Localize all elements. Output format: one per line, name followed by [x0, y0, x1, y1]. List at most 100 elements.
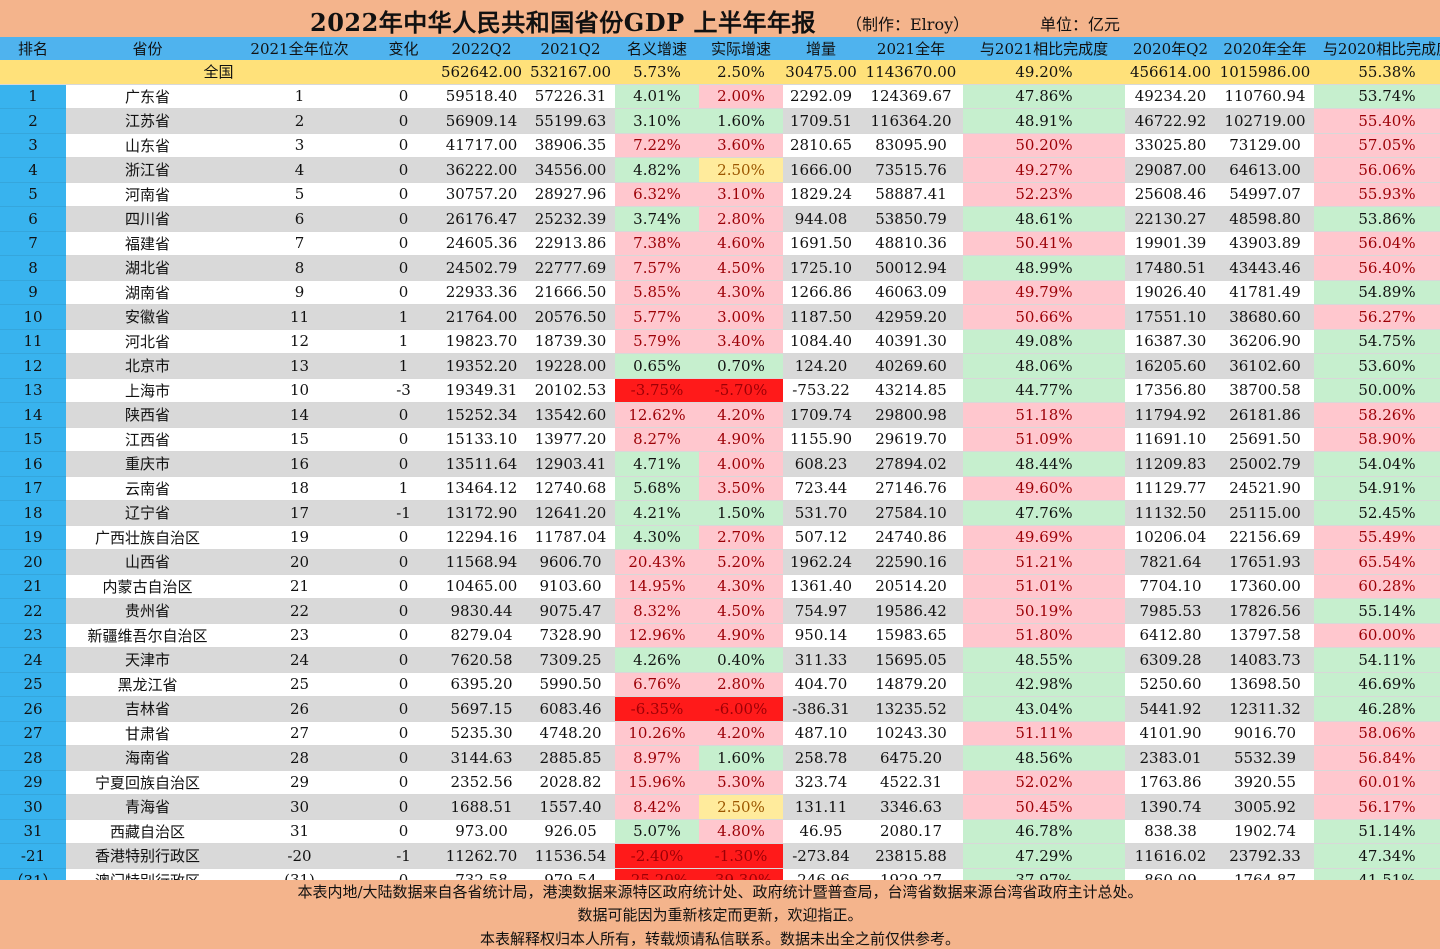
- table-row[interactable]: 20 山西省 20 0 11568.94 9606.70 20.43% 5.20% 1962.2…: [0, 549, 1440, 575]
- table-cell: 4.90%: [699, 427, 783, 452]
- table-cell: 56909.14: [437, 108, 526, 134]
- table-row[interactable]: 27 甘肃省 27 0 5235.30 4748.20 10.26% 4.20% 487.10 1…: [0, 721, 1440, 746]
- table-cell: 973.00: [437, 819, 526, 844]
- table-cell: 1557.40: [526, 794, 615, 820]
- table-cell: 7620.58: [437, 647, 526, 673]
- column-header[interactable]: 2021全年: [859, 37, 963, 60]
- table-cell: 15695.05: [859, 647, 963, 673]
- column-header[interactable]: 2021Q2: [526, 37, 615, 60]
- table-row[interactable]: 29 宁夏回族自治区 29 0 2352.56 2028.82 15.96% 5.30% 323…: [0, 770, 1440, 795]
- sheet-title: 2022年中华人民共和国省份GDP 上半年年报: [310, 8, 817, 37]
- table-cell: 4.20%: [699, 721, 783, 746]
- table-cell: -20: [229, 843, 370, 869]
- table-cell: 27894.02: [859, 451, 963, 477]
- table-cell: 2.80%: [699, 206, 783, 232]
- column-header[interactable]: 排名: [0, 37, 66, 60]
- table-row[interactable]: 12 北京市 13 1 19352.20 19228.00 0.65% 0.70% 124.20…: [0, 353, 1440, 379]
- province-cell: 新疆维吾尔自治区: [66, 623, 229, 648]
- table-row[interactable]: 13 上海市 10 -3 19349.31 20102.53 -3.75% -5.70% -75…: [0, 378, 1440, 403]
- table-cell: 608.23: [783, 451, 859, 477]
- table-row[interactable]: 9 湖南省 9 0 22933.36 21666.50 5.85% 4.30% 1266.86 4…: [0, 280, 1440, 305]
- table-row[interactable]: 31 西藏自治区 31 0 973.00 926.05 5.07% 4.80% 46.95 208…: [0, 819, 1440, 844]
- rank-cell: 1: [0, 84, 66, 109]
- table-row[interactable]: 17 云南省 18 1 13464.12 12740.68 5.68% 3.50% 723.44…: [0, 476, 1440, 501]
- table-row[interactable]: 6 四川省 6 0 26176.47 25232.39 3.74% 2.80% 944.08 53…: [0, 206, 1440, 232]
- table-cell: 47.34%: [1314, 843, 1440, 869]
- table-row[interactable]: 5 河南省 5 0 30757.20 28927.96 6.32% 3.10% 1829.24 5…: [0, 182, 1440, 207]
- column-header[interactable]: 实际增速: [699, 37, 783, 60]
- table-cell: 51.09%: [963, 427, 1125, 452]
- table-row[interactable]: 14 陕西省 14 0 15252.34 13542.60 12.62% 4.20% 1709.…: [0, 402, 1440, 428]
- table-row[interactable]: 26 吉林省 26 0 5697.15 6083.46 -6.35% -6.00% -386.3…: [0, 696, 1440, 722]
- table-cell: 54.75%: [1314, 329, 1440, 354]
- table-row[interactable]: 19 广西壮族自治区 19 0 12294.16 11787.04 4.30% 2.70% 50…: [0, 525, 1440, 550]
- table-row[interactable]: 8 湖北省 8 0 24502.79 22777.69 7.57% 4.50% 1725.10 5…: [0, 255, 1440, 281]
- table-row[interactable]: 11 河北省 12 1 19823.70 18739.30 5.79% 3.40% 1084.4…: [0, 329, 1440, 354]
- table-cell: 46.78%: [963, 819, 1125, 844]
- table-cell: 11209.83: [1125, 451, 1216, 477]
- table-cell: 50.41%: [963, 231, 1125, 256]
- column-header[interactable]: 省份: [66, 37, 229, 60]
- column-header[interactable]: 2022Q2: [437, 37, 526, 60]
- table-cell: 15133.10: [437, 427, 526, 452]
- table-row[interactable]: 24 天津市 24 0 7620.58 7309.25 4.26% 0.40% 311.33 15…: [0, 647, 1440, 673]
- column-header[interactable]: 与2020相比完成度: [1314, 37, 1440, 60]
- table-cell: 12294.16: [437, 525, 526, 550]
- table-cell: 15: [229, 427, 370, 452]
- table-row[interactable]: 30 青海省 30 0 1688.51 1557.40 8.42% 2.50% 131.11 33…: [0, 794, 1440, 820]
- column-header[interactable]: 2021全年位次: [229, 37, 370, 60]
- table-row[interactable]: 4 浙江省 4 0 36222.00 34556.00 4.82% 2.50% 1666.00 7…: [0, 157, 1440, 183]
- table-cell: 1187.50: [783, 304, 859, 330]
- rank-cell: 8: [0, 255, 66, 281]
- table-row[interactable]: 2 江苏省 2 0 56909.14 55199.63 3.10% 1.60% 1709.51 1…: [0, 108, 1440, 134]
- column-header[interactable]: 名义增速: [615, 37, 699, 60]
- column-header[interactable]: 与2021相比完成度: [963, 37, 1125, 60]
- column-header[interactable]: 变化: [370, 37, 437, 60]
- table-cell: 3.10%: [615, 108, 699, 134]
- table-cell: 3005.92: [1216, 794, 1314, 820]
- rank-cell: 4: [0, 157, 66, 183]
- table-row[interactable]: 21 内蒙古自治区 21 0 10465.00 9103.60 14.95% 4.30% 136…: [0, 574, 1440, 599]
- table-cell: 10243.30: [859, 721, 963, 746]
- rank-cell: 28: [0, 745, 66, 771]
- table-cell: 1829.24: [783, 182, 859, 207]
- table-row[interactable]: 7 福建省 7 0 24605.36 22913.86 7.38% 4.60% 1691.50 4…: [0, 231, 1440, 256]
- table-cell: 52.02%: [963, 770, 1125, 795]
- rank-cell: 5: [0, 182, 66, 207]
- table-row[interactable]: 22 贵州省 22 0 9830.44 9075.47 8.32% 4.50% 754.97 19…: [0, 598, 1440, 624]
- table-cell: 13172.90: [437, 500, 526, 526]
- rank-cell: 25: [0, 672, 66, 697]
- table-cell: 0: [370, 157, 437, 183]
- table-cell: 17: [229, 500, 370, 526]
- table-row[interactable]: 25 黑龙江省 25 0 6395.20 5990.50 6.76% 2.80% 404.70 1…: [0, 672, 1440, 697]
- table-cell: 487.10: [783, 721, 859, 746]
- table-cell: 54.04%: [1314, 451, 1440, 477]
- table-row[interactable]: 1 广东省 1 0 59518.40 57226.31 4.01% 2.00% 2292.09 1…: [0, 84, 1440, 109]
- column-header[interactable]: 2020年全年: [1216, 37, 1314, 60]
- table-cell: 0: [370, 672, 437, 697]
- table-cell: 6: [229, 206, 370, 232]
- table-cell: 5.68%: [615, 476, 699, 501]
- table-cell: 5441.92: [1125, 696, 1216, 722]
- table-row[interactable]: -21 香港特别行政区 -20 -1 11262.70 11536.54 -2.40% -1.…: [0, 843, 1440, 869]
- table-row[interactable]: 23 新疆维吾尔自治区 23 0 8279.04 7328.90 12.96% 4.90% 95…: [0, 623, 1440, 648]
- table-cell: 1709.51: [783, 108, 859, 134]
- table-cell: 8: [229, 255, 370, 281]
- table-cell: 25115.00: [1216, 500, 1314, 526]
- column-header[interactable]: 增量: [783, 37, 859, 60]
- table-cell: 0: [370, 427, 437, 452]
- table-row[interactable]: 28 海南省 28 0 3144.63 2885.85 8.97% 1.60% 258.78 64…: [0, 745, 1440, 771]
- table-row[interactable]: 16 重庆市 16 0 13511.64 12903.41 4.71% 4.00% 608.23…: [0, 451, 1440, 477]
- table-cell: 43903.89: [1216, 231, 1314, 256]
- table-cell: 60.28%: [1314, 574, 1440, 599]
- table-row[interactable]: 3 山东省 3 0 41717.00 38906.35 7.22% 3.60% 2810.65 8…: [0, 133, 1440, 158]
- table-cell: 15.96%: [615, 770, 699, 795]
- table-cell: 124.20: [783, 353, 859, 379]
- column-header[interactable]: 2020年Q2: [1125, 37, 1216, 60]
- table-cell: 0: [370, 182, 437, 207]
- rank-cell: -21: [0, 843, 66, 869]
- table-row[interactable]: 10 安徽省 11 1 21764.00 20576.50 5.77% 3.00% 1187.5…: [0, 304, 1440, 330]
- table-row[interactable]: 15 江西省 15 0 15133.10 13977.20 8.27% 4.90% 1155.9…: [0, 427, 1440, 452]
- table-row[interactable]: 18 辽宁省 17 -1 13172.90 12641.20 4.21% 1.50% 531.7…: [0, 500, 1440, 526]
- table-cell: 7: [229, 231, 370, 256]
